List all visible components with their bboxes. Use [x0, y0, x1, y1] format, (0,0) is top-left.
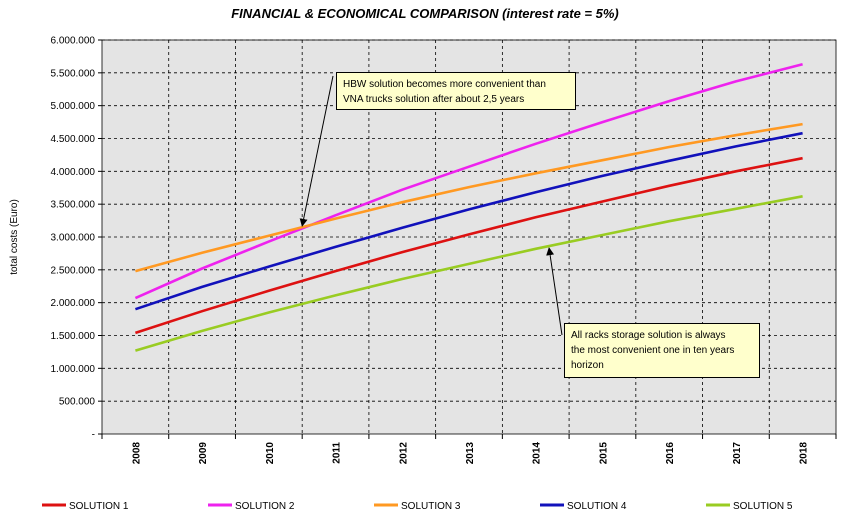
x-tick-label: 2008: [131, 442, 142, 465]
x-tick-labels: 2008 2009 2010 2011 2012 2013 2014 2015 2016 2017…: [131, 442, 809, 465]
legend-label-5: SOLUTION 5: [733, 501, 793, 512]
annotation-all-racks: All racks storage solution is always the…: [564, 323, 760, 378]
y-axis-label: total costs (Euro): [9, 199, 20, 275]
x-tick-label: 2018: [799, 442, 810, 465]
y-tick-label: 1.000.000: [51, 364, 96, 375]
x-tick-label: 2012: [398, 442, 409, 465]
annotation-hbw: HBW solution becomes more convenient tha…: [336, 72, 576, 110]
y-tick-label: 3.500.000: [51, 200, 96, 211]
annotation-arrow-1: [299, 75, 334, 227]
y-tick-label: 3.000.000: [51, 233, 96, 244]
x-tick-label: 2015: [598, 442, 609, 465]
annotation-arrows: [299, 75, 563, 336]
series-line-4: [134, 131, 803, 311]
y-tick-label: 2.000.000: [51, 298, 96, 309]
x-tick-label: 2009: [198, 442, 209, 465]
y-tick-label: 2.500.000: [51, 265, 96, 276]
annotation-all-racks-line2: the most convenient one in ten years: [571, 345, 735, 356]
y-tick-label: 5.000.000: [51, 101, 96, 112]
legend-label-1: SOLUTION 1: [69, 501, 129, 512]
y-tick-label: 5.500.000: [51, 68, 96, 79]
legend-label-2: SOLUTION 2: [235, 501, 295, 512]
series-line-3: [135, 122, 803, 273]
x-tick-label: 2016: [665, 442, 676, 465]
annotation-hbw-line2: VNA trucks solution after about 2,5 year…: [343, 94, 525, 105]
y-tick-labels: - 500.000 1.000.000 1.500.000 2.000.000 2.500…: [51, 36, 96, 441]
x-tick-label: 2013: [465, 442, 476, 465]
y-tick-label: -: [92, 430, 95, 441]
series-lines: [134, 63, 803, 352]
legend-label-3: SOLUTION 3: [401, 501, 461, 512]
x-tick-label: 2014: [532, 442, 543, 465]
series-line-2: [134, 63, 803, 300]
y-tick-label: 1.500.000: [51, 331, 96, 342]
annotation-hbw-line1: HBW solution becomes more convenient tha…: [343, 79, 546, 90]
annotation-all-racks-line3: horizon: [571, 360, 604, 371]
y-tick-label: 500.000: [59, 397, 96, 408]
x-tick-label: 2011: [332, 442, 343, 464]
legend-label-4: SOLUTION 4: [567, 501, 627, 512]
series-line-1: [134, 156, 803, 335]
y-tick-label: 6.000.000: [51, 36, 96, 47]
series-line-5: [135, 195, 803, 352]
axes: [98, 39, 837, 439]
x-tick-label: 2010: [265, 442, 276, 465]
x-tick-label: 2017: [732, 442, 743, 465]
legend: SOLUTION 1 SOLUTION 2 SOLUTION 3 SOLUTION 4…: [42, 501, 793, 512]
chart-title: FINANCIAL & ECONOMICAL COMPARISON (inter…: [231, 6, 619, 21]
annotation-all-racks-line1: All racks storage solution is always: [571, 330, 726, 341]
y-tick-label: 4.000.000: [51, 167, 96, 178]
annotation-arrow-2: [546, 247, 563, 336]
y-tick-label: 4.500.000: [51, 134, 96, 145]
